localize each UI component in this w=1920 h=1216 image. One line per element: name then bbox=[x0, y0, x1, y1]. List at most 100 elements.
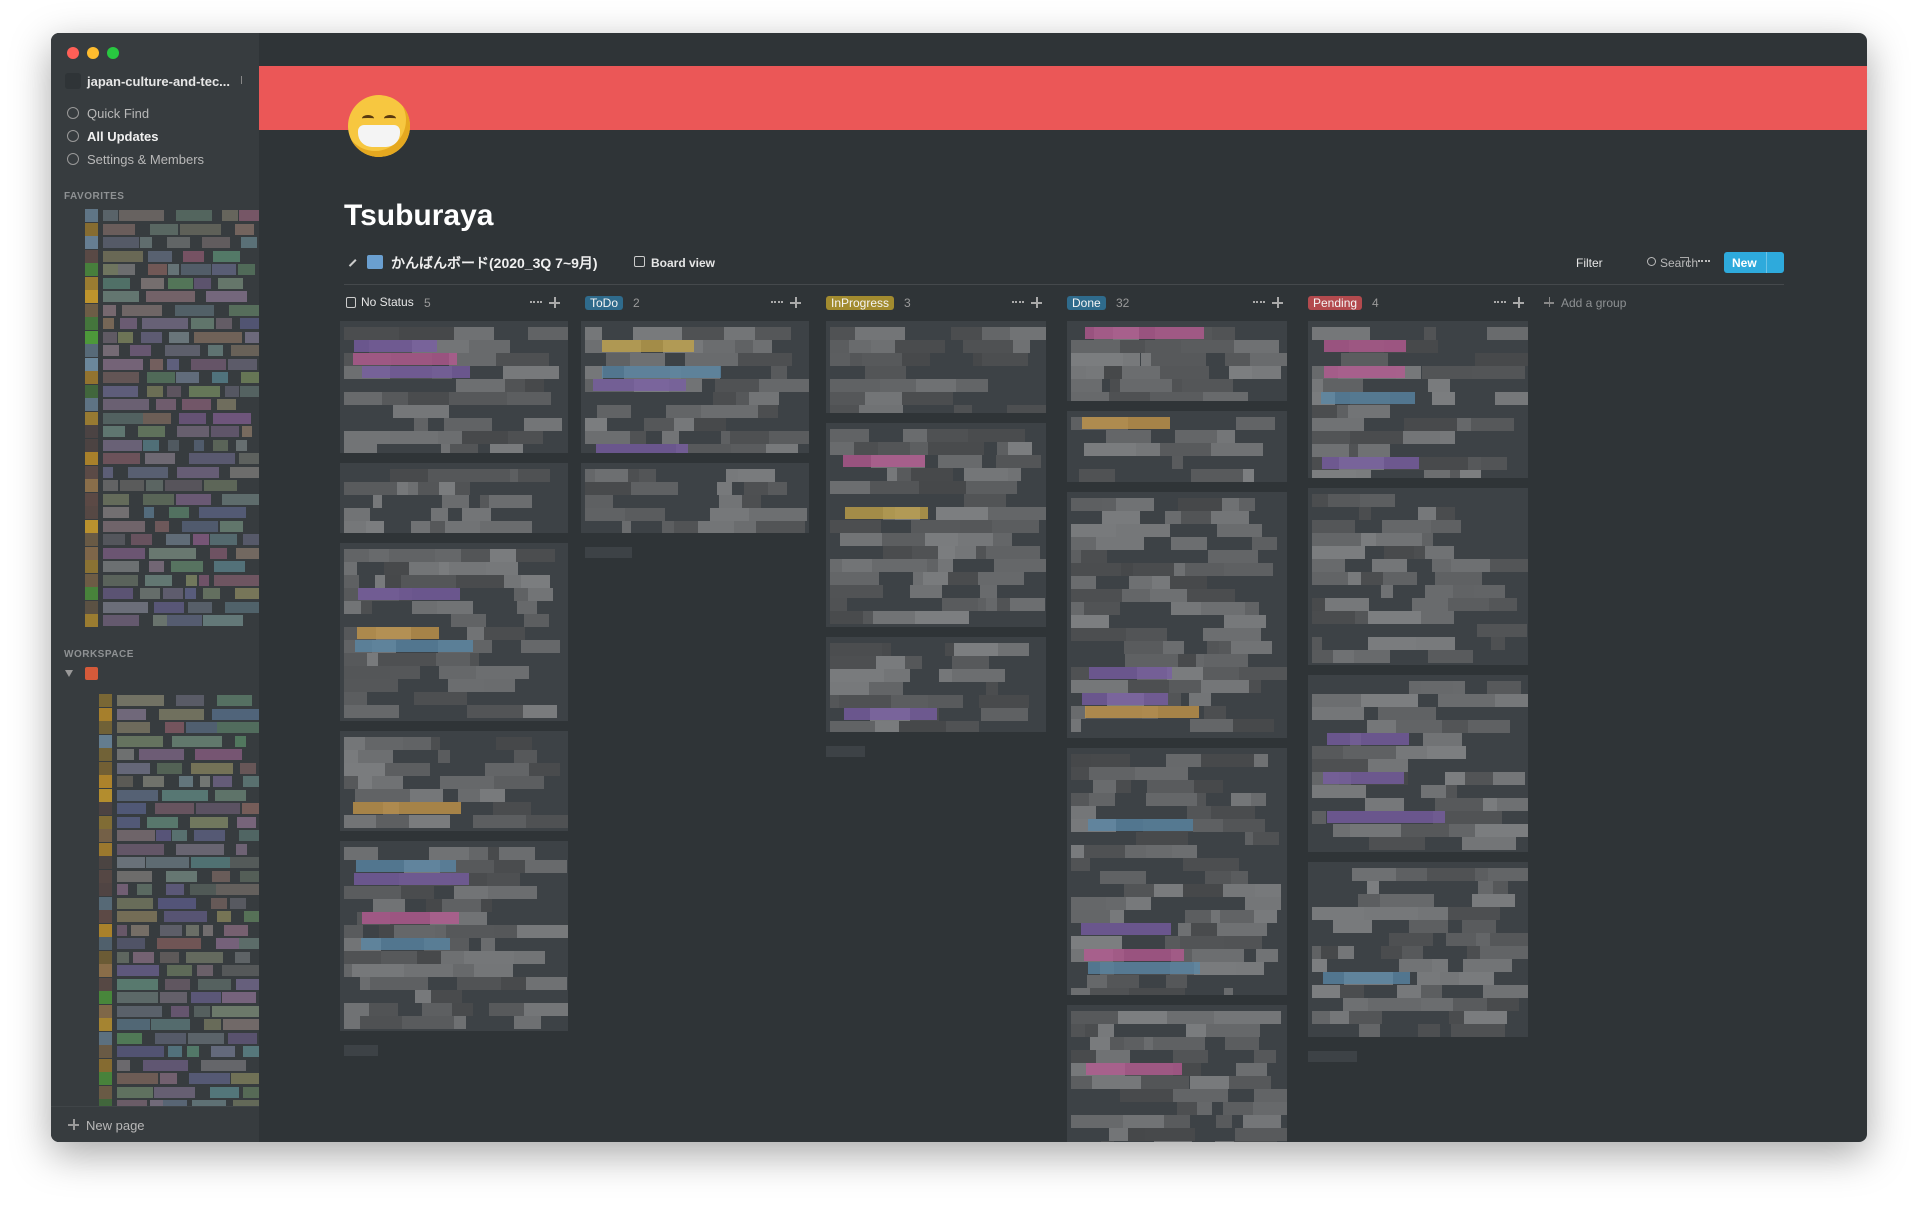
sidebar-menu-item[interactable]: Settings & Members bbox=[61, 149, 251, 169]
sidebar-page-item[interactable] bbox=[51, 950, 259, 964]
sidebar-page-item[interactable] bbox=[51, 964, 259, 977]
sidebar-page-item[interactable] bbox=[51, 506, 259, 519]
sidebar-page-item[interactable] bbox=[51, 788, 259, 802]
sidebar-menu-item[interactable]: All Updates bbox=[61, 126, 251, 146]
board-card[interactable] bbox=[1067, 748, 1287, 995]
sidebar-page-item[interactable] bbox=[51, 842, 259, 856]
workspace-root[interactable] bbox=[65, 667, 125, 681]
board-card[interactable] bbox=[1067, 492, 1287, 738]
new-card-blur[interactable] bbox=[585, 547, 632, 558]
view-switcher[interactable]: Board view bbox=[634, 252, 744, 272]
new-page-button[interactable]: New page bbox=[51, 1106, 259, 1142]
sidebar-page-item[interactable] bbox=[51, 734, 259, 748]
group-more[interactable] bbox=[771, 301, 783, 305]
sidebar-page-item[interactable] bbox=[51, 398, 259, 411]
sidebar-page-item[interactable] bbox=[51, 977, 259, 991]
window-control[interactable] bbox=[107, 47, 119, 59]
sidebar-page-item[interactable] bbox=[51, 276, 259, 290]
board-card[interactable] bbox=[1067, 1005, 1287, 1142]
group-more[interactable] bbox=[1012, 301, 1024, 305]
board-card[interactable] bbox=[1308, 488, 1528, 665]
database-title[interactable]: かんばんボード(2020_3Q 7~9月) bbox=[391, 255, 598, 271]
sidebar-page-item[interactable] bbox=[51, 1004, 259, 1018]
sidebar-page-item[interactable] bbox=[51, 384, 259, 398]
sidebar-page-item[interactable] bbox=[51, 910, 259, 923]
sidebar-page-item[interactable] bbox=[51, 452, 259, 465]
board-card[interactable] bbox=[1308, 862, 1528, 1037]
sidebar-menu-item[interactable]: Quick Find bbox=[61, 103, 251, 123]
sidebar-page-item[interactable] bbox=[51, 317, 259, 330]
sidebar-page-item[interactable] bbox=[51, 560, 259, 573]
board-card[interactable] bbox=[826, 637, 1046, 732]
board-card[interactable] bbox=[340, 543, 568, 721]
board-card[interactable] bbox=[1308, 321, 1528, 478]
sidebar-page-item[interactable] bbox=[51, 465, 259, 479]
group-more[interactable] bbox=[1494, 301, 1506, 305]
group-more[interactable] bbox=[530, 301, 542, 305]
sidebar-page-item[interactable] bbox=[51, 1072, 259, 1085]
sidebar-page-item[interactable] bbox=[51, 290, 259, 303]
window-control[interactable] bbox=[87, 47, 99, 59]
workspace-switcher[interactable]: japan-culture-and-tec... bbox=[61, 71, 251, 91]
sidebar-page-item[interactable] bbox=[51, 600, 259, 614]
board-card[interactable] bbox=[340, 321, 568, 453]
more-button[interactable] bbox=[1698, 260, 1710, 264]
sidebar-page-item[interactable] bbox=[51, 802, 259, 815]
sidebar-page-item[interactable] bbox=[51, 721, 259, 734]
new-card-blur[interactable] bbox=[1308, 1051, 1357, 1062]
sidebar-page-item[interactable] bbox=[51, 573, 259, 587]
sidebar-page-item[interactable] bbox=[51, 519, 259, 533]
sidebar-page-item[interactable] bbox=[51, 1018, 259, 1031]
group-name[interactable]: Done bbox=[1067, 296, 1106, 310]
board-card[interactable] bbox=[1067, 321, 1287, 401]
sidebar-page-item[interactable] bbox=[51, 869, 259, 883]
sidebar-page-item[interactable] bbox=[51, 1058, 259, 1072]
group-name[interactable]: Pending bbox=[1308, 296, 1363, 310]
sidebar-page-item[interactable] bbox=[51, 425, 259, 438]
sidebar-page-item[interactable] bbox=[51, 856, 259, 869]
add-group[interactable]: Add a group bbox=[1544, 295, 1644, 311]
group-name[interactable]: No Status bbox=[361, 295, 414, 309]
sidebar-page-item[interactable] bbox=[51, 479, 259, 492]
sidebar-page-item[interactable] bbox=[51, 761, 259, 775]
sidebar-page-item[interactable] bbox=[51, 330, 259, 344]
sidebar-page-item[interactable] bbox=[51, 1045, 259, 1058]
board-card[interactable] bbox=[581, 321, 809, 453]
group-name[interactable]: ToDo bbox=[585, 296, 624, 310]
sidebar-page-item[interactable] bbox=[51, 1085, 259, 1099]
sidebar-page-item[interactable] bbox=[51, 923, 259, 937]
sidebar-page-item[interactable] bbox=[51, 991, 259, 1004]
sidebar-page-item[interactable] bbox=[51, 438, 259, 452]
sidebar-page-item[interactable] bbox=[51, 707, 259, 721]
sidebar-page-item[interactable] bbox=[51, 492, 259, 506]
sidebar-page-item[interactable] bbox=[51, 263, 259, 276]
sidebar-page-item[interactable] bbox=[51, 883, 259, 896]
sidebar-page-item[interactable] bbox=[51, 815, 259, 829]
new-card-blur[interactable] bbox=[826, 746, 865, 757]
board-card[interactable] bbox=[826, 423, 1046, 627]
sidebar-page-item[interactable] bbox=[51, 236, 259, 249]
sidebar-page-item[interactable] bbox=[51, 344, 259, 357]
toolbar-button[interactable]: Filter bbox=[1570, 252, 1630, 272]
sidebar-page-item[interactable] bbox=[51, 748, 259, 761]
board-card[interactable] bbox=[581, 463, 809, 533]
sidebar-page-item[interactable] bbox=[51, 546, 259, 560]
sidebar-page-item[interactable] bbox=[51, 694, 259, 707]
sidebar-page-item[interactable] bbox=[51, 209, 259, 222]
sidebar-page-item[interactable] bbox=[51, 533, 259, 546]
sidebar-page-item[interactable] bbox=[51, 1031, 259, 1045]
new-card-blur[interactable] bbox=[344, 1045, 378, 1056]
board-card[interactable] bbox=[826, 321, 1046, 413]
window-control[interactable] bbox=[67, 47, 79, 59]
sidebar-page-item[interactable] bbox=[51, 614, 259, 627]
board-card[interactable] bbox=[340, 731, 568, 831]
sidebar-page-item[interactable] bbox=[51, 303, 259, 317]
board-card[interactable] bbox=[1308, 675, 1528, 852]
sidebar-page-item[interactable] bbox=[51, 411, 259, 425]
sidebar-page-item[interactable] bbox=[51, 249, 259, 263]
sidebar-page-item[interactable] bbox=[51, 896, 259, 910]
board-card[interactable] bbox=[340, 841, 568, 1031]
new-button[interactable]: New bbox=[1724, 252, 1784, 273]
sidebar-page-item[interactable] bbox=[51, 357, 259, 371]
board-card[interactable] bbox=[340, 463, 568, 533]
